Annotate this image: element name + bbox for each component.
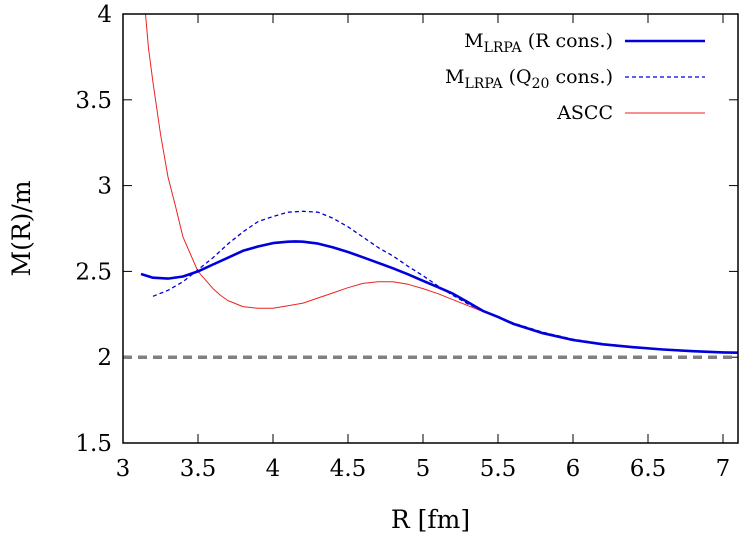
y-tick-label: 2 bbox=[97, 345, 112, 371]
legend-entry-ascc: ASCC bbox=[556, 102, 705, 124]
x-tick-label: 5 bbox=[416, 456, 431, 482]
y-tick-label: 1.5 bbox=[75, 431, 112, 457]
x-tick-label: 4.5 bbox=[330, 456, 367, 482]
x-tick-label: 4 bbox=[266, 456, 281, 482]
series-layer bbox=[123, 13, 739, 359]
x-tick-label: 3 bbox=[116, 456, 131, 482]
legend-label-ascc: ASCC bbox=[556, 102, 613, 124]
legend-label-r-cons: MLRPA (R cons.) bbox=[464, 30, 613, 56]
series-line-r-cons bbox=[140, 240, 739, 354]
y-axis-label: M(R)/m bbox=[7, 180, 36, 276]
series-line-q20-cons bbox=[152, 210, 739, 354]
x-tick-label: 6 bbox=[566, 456, 581, 482]
legend-entry-r-cons: MLRPA (R cons.) bbox=[464, 30, 705, 56]
y-tick-label: 3.5 bbox=[75, 88, 112, 114]
x-tick-label: 6.5 bbox=[630, 456, 667, 482]
x-tick-label: 5.5 bbox=[480, 456, 517, 482]
y-tick-label: 4 bbox=[97, 2, 112, 28]
x-tick-label: 7 bbox=[716, 456, 731, 482]
y-tick-label: 2.5 bbox=[75, 259, 112, 285]
series-line-ascc bbox=[145, 13, 739, 354]
legend: MLRPA (R cons.) MLRPA (Q20 cons.) ASCC bbox=[445, 30, 705, 124]
y-tick-label: 3 bbox=[97, 174, 112, 200]
x-tick-label: 3.5 bbox=[180, 456, 217, 482]
legend-label-q20-cons: MLRPA (Q20 cons.) bbox=[445, 66, 613, 92]
legend-entry-q20-cons: MLRPA (Q20 cons.) bbox=[445, 66, 705, 92]
tick-label-layer: 3 3.5 4 4.5 5 5.5 6 6.5 7 1.5 2 2.5 3 3.5 4 bbox=[75, 2, 730, 482]
tick-layer bbox=[122, 13, 738, 444]
plot-frame bbox=[122, 13, 739, 444]
x-axis-label: R [fm] bbox=[391, 505, 470, 534]
